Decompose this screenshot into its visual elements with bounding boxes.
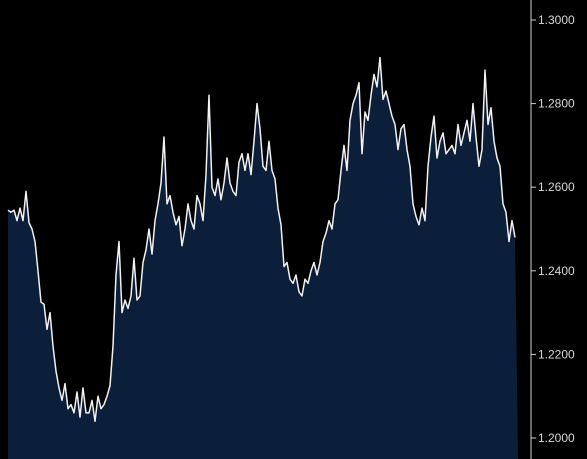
price-area [8, 57, 518, 459]
price-line [7, 56, 516, 423]
y-axis-ticks: 1.3000 1.2800 1.2600 1.2400 1.2200 1.2000 [531, 13, 575, 445]
y-tick-label: 1.2200 [538, 347, 575, 361]
y-tick-label: 1.2800 [538, 97, 575, 111]
y-tick-label: 1.2000 [538, 431, 575, 445]
y-tick-label: 1.2400 [538, 264, 575, 278]
y-tick-label: 1.2600 [538, 180, 575, 194]
y-tick-label: 1.3000 [538, 13, 575, 27]
